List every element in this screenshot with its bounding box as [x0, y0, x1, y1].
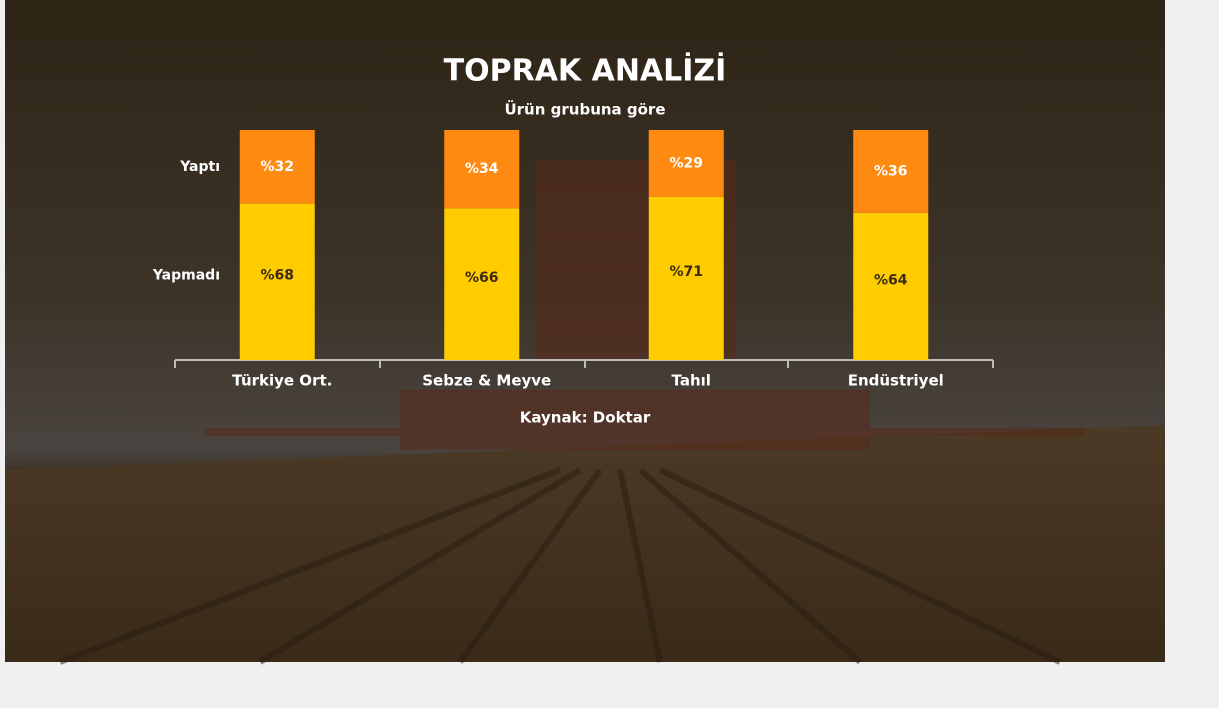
- value-label: %29: [669, 155, 703, 171]
- value-label: %32: [260, 159, 294, 175]
- chart-subtitle: Ürün grubuna göre: [504, 100, 665, 119]
- value-label: %34: [465, 161, 499, 177]
- legend-label: Yaptı: [179, 159, 220, 175]
- chart: TOPRAK ANALİZİ Ürün grubuna göre Kaynak:…: [0, 0, 1219, 708]
- x-tick-label: Sebze & Meyve: [422, 372, 551, 390]
- x-tick-label: Türkiye Ort.: [232, 372, 332, 390]
- value-label: %36: [874, 163, 908, 179]
- value-label: %64: [874, 273, 908, 289]
- value-label: %71: [669, 264, 703, 280]
- x-tick-label: Tahıl: [672, 372, 711, 390]
- x-tick-label: Endüstriyel: [848, 372, 944, 390]
- value-label: %68: [260, 268, 294, 284]
- value-label: %66: [465, 270, 499, 286]
- source: Kaynak: Doktar: [520, 409, 651, 427]
- chart-title: TOPRAK ANALİZİ: [444, 53, 727, 89]
- legend-label: Yapmadı: [152, 268, 220, 284]
